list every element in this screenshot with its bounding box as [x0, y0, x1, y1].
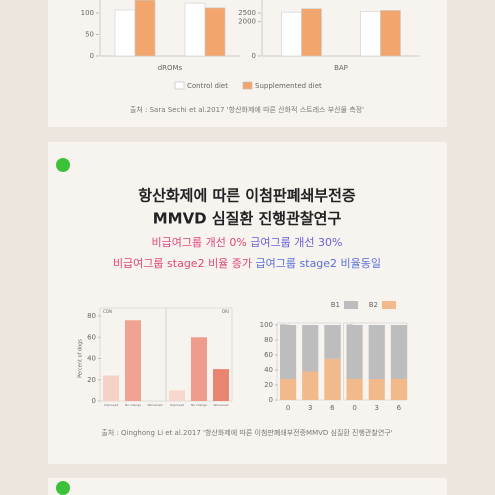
bar: [360, 10, 381, 57]
y-tick-label: 80: [264, 336, 273, 344]
bar: [169, 390, 185, 401]
legend-label: B1: [331, 301, 340, 309]
highlight-line: 비급여그룹 개선 0% 급여그룹 개선 30%: [152, 236, 343, 249]
bar-segment: [368, 379, 385, 400]
bar-segment: [368, 325, 385, 379]
bar-segment: [324, 325, 341, 359]
highlight: 급여그룹 stage2 비율동일: [256, 256, 382, 270]
x-tick-label: 3: [375, 404, 379, 412]
bar: [103, 375, 119, 401]
y-tick-label: 40: [87, 355, 96, 363]
panel-label: CON: [103, 309, 112, 314]
bar: [380, 10, 401, 57]
bar: [213, 369, 229, 401]
legend-swatch: [242, 81, 253, 90]
highlight: 급여그룹 개선 30%: [250, 236, 342, 249]
y-tick-label: 0: [90, 52, 94, 60]
bar: [114, 9, 136, 57]
x-tick-label: Improved: [170, 403, 184, 407]
x-tick-label: 3: [308, 404, 312, 412]
y-tick-label: 100: [81, 9, 94, 17]
title: 항산화제에 따른 이첨판폐쇄부전증: [138, 187, 356, 205]
y-tick-label: 0: [252, 52, 256, 60]
bar: [301, 8, 322, 57]
y-tick-label: 40: [264, 366, 273, 374]
y-tick-label: 0: [92, 397, 96, 405]
bar-segment: [346, 379, 363, 400]
legend-swatch: [382, 301, 396, 309]
bar-segment: [346, 325, 363, 379]
bar-segment: [302, 325, 319, 372]
bar-segment: [324, 358, 341, 400]
x-tick-label: 6: [330, 404, 335, 412]
legend-swatch: [344, 301, 358, 309]
y-tick-label: 60: [87, 333, 96, 341]
bar: [134, 0, 156, 57]
study-card: [48, 142, 447, 464]
source: 출처 : Sara Sechi et al.2017 '항산화제에 따른 산화적…: [130, 105, 364, 114]
highlight: 비급여그룹 stage2 비율 증가: [113, 257, 256, 270]
x-tick-label: 6: [397, 404, 402, 412]
x-tick-label: Improved: [104, 403, 118, 407]
x-label: dROMs: [158, 64, 183, 72]
x-tick-label: No change: [125, 403, 141, 407]
x-label: BAP: [334, 64, 348, 72]
legend-label: Control diet: [187, 82, 228, 90]
bar: [191, 337, 207, 401]
dot: [56, 481, 70, 495]
bar-segment: [390, 325, 407, 379]
bar-segment: [302, 371, 319, 400]
y-tick-label: 80: [87, 312, 96, 320]
y-tick-label: 2500: [238, 9, 256, 17]
x-tick-label: 0: [286, 404, 290, 412]
next-card: [48, 478, 447, 495]
bar-segment: [280, 379, 297, 400]
highlight: 비급여그룹 개선 0%: [152, 236, 251, 249]
legend-label: B2: [369, 301, 378, 309]
bar: [281, 11, 302, 57]
bar-segment: [390, 379, 407, 400]
y-tick-label: 20: [264, 381, 273, 389]
x-tick-label: Worsened: [214, 403, 229, 407]
dot: [56, 158, 70, 172]
x-tick-label: No change: [191, 403, 207, 407]
legend-swatch: [174, 81, 185, 90]
source: 출처 : Qinghong Li et al.2017 '항산화제에 따른 이첨…: [101, 428, 392, 437]
legend-label: Supplemented diet: [255, 82, 322, 90]
y-tick-label: 0: [269, 396, 273, 404]
y-tick-label: 100: [260, 321, 273, 329]
x-tick-label: Worsened: [148, 403, 163, 407]
y-tick-label: 50: [85, 31, 94, 39]
y-tick-label: 2000: [238, 18, 256, 26]
title: MMVD 심질환 진행관찰연구: [153, 210, 342, 228]
highlight-line: 비급여그룹 stage2 비율 증가 급여그룹 stage2 비율동일: [113, 256, 381, 270]
y-tick-label: 60: [264, 351, 273, 359]
bar: [184, 2, 206, 57]
bar: [125, 320, 141, 401]
bar-segment: [280, 325, 297, 379]
bar: [204, 7, 226, 57]
y-tick-label: 20: [87, 376, 96, 384]
x-tick-label: 0: [352, 404, 356, 412]
panel-label: ORI: [222, 309, 229, 314]
y-label: Percent of dogs: [78, 339, 84, 378]
